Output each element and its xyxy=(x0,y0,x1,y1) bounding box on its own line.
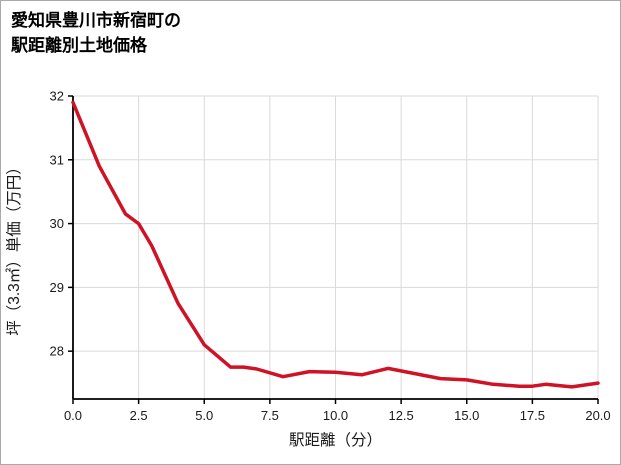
grid-lines xyxy=(72,95,599,399)
y-axis-label: 坪（3.3㎡）単価（万円） xyxy=(5,159,23,336)
x-tick-label: 7.5 xyxy=(261,408,279,423)
y-tick-label: 29 xyxy=(50,280,64,295)
y-tick-labels: 28 29 30 31 32 xyxy=(50,89,64,359)
x-tick-label: 5.0 xyxy=(195,408,213,423)
tick-marks xyxy=(68,95,599,404)
x-tick-label: 0.0 xyxy=(64,408,82,423)
y-tick-label: 28 xyxy=(50,344,64,359)
price-line xyxy=(71,100,600,389)
line-chart: 0.0 2.5 5.0 7.5 10.0 12.5 15.0 17.5 20.0 28 29 30 31… xyxy=(5,89,611,450)
x-tick-label: 20.0 xyxy=(585,408,610,423)
chart-title-line2: 駅距離別土地価格 xyxy=(11,35,147,55)
x-tick-label: 15.0 xyxy=(454,408,479,423)
chart-title-line1: 愛知県豊川市新宿町の xyxy=(11,11,181,30)
x-tick-label: 12.5 xyxy=(388,408,413,423)
y-tick-label: 30 xyxy=(50,216,64,231)
x-tick-label: 10.0 xyxy=(323,408,348,423)
y-tick-label: 31 xyxy=(50,152,64,167)
x-tick-label: 2.5 xyxy=(130,408,148,423)
chart-title: 愛知県豊川市新宿町の 駅距離別土地価格 xyxy=(11,9,181,58)
x-tick-label: 17.5 xyxy=(520,408,545,423)
y-tick-label: 32 xyxy=(50,89,64,104)
x-axis-label: 駅距離（分） xyxy=(289,431,382,449)
x-tick-labels: 0.0 2.5 5.0 7.5 10.0 12.5 15.0 17.5 20.0 xyxy=(64,408,611,423)
